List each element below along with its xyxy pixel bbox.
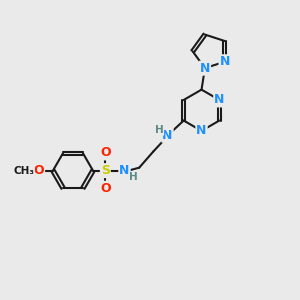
Text: N: N [214, 93, 225, 106]
Text: CH₃: CH₃ [13, 166, 34, 176]
Text: O: O [100, 182, 111, 195]
Text: N: N [220, 55, 230, 68]
Text: N: N [196, 124, 207, 137]
Text: S: S [101, 164, 110, 177]
Text: N: N [200, 62, 210, 75]
Text: H: H [129, 172, 138, 182]
Text: H: H [155, 125, 164, 135]
Text: N: N [162, 129, 173, 142]
Text: O: O [34, 164, 44, 177]
Text: N: N [119, 164, 130, 177]
Text: O: O [100, 146, 111, 159]
